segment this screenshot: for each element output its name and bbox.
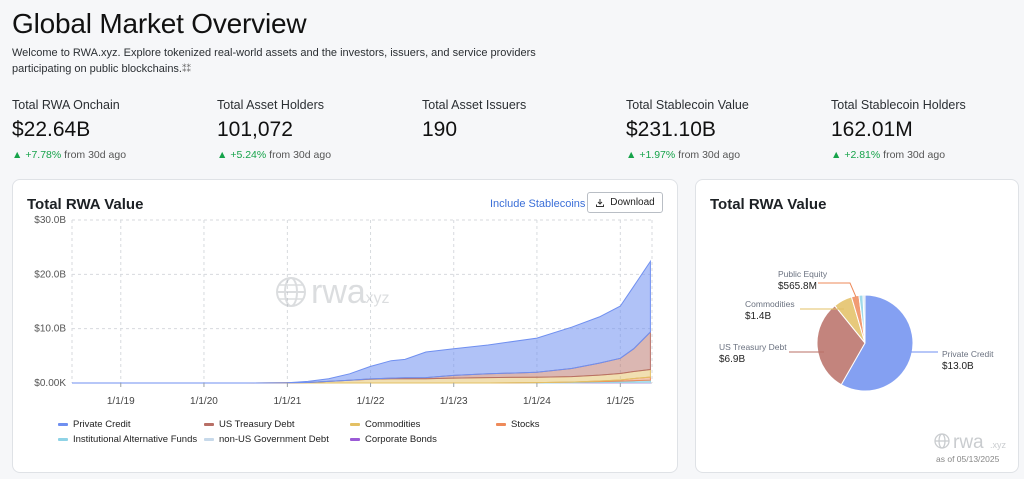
stat-total-stablecoin-value: Total Stablecoin Value $231.10B ▲ +1.97%… (626, 98, 816, 161)
stat-change: ▲ +1.97% from 30d ago (626, 149, 816, 161)
legend-item[interactable]: non-US Government Debt (204, 433, 350, 446)
download-icon (596, 198, 605, 207)
download-button[interactable]: Download (587, 192, 663, 213)
legend-swatch (204, 423, 214, 426)
stat-total-asset-holders: Total Asset Holders 101,072 ▲ +5.24% fro… (217, 98, 407, 161)
legend-item[interactable]: Private Credit (58, 418, 204, 431)
legend-label: Private Credit (73, 419, 131, 430)
stat-value: $231.10B (626, 118, 716, 141)
up-arrow-icon: ▲ (12, 149, 23, 161)
legend-item[interactable]: US Treasury Debt (204, 418, 350, 431)
stat-label: Total Asset Issuers (422, 98, 527, 112)
download-label: Download (610, 197, 655, 208)
stat-label: Total Stablecoin Holders (831, 98, 966, 112)
up-arrow-icon: ▲ (626, 149, 637, 161)
intro-text: Welcome to RWA.xyz. Explore tokenized re… (12, 45, 572, 77)
stat-label: Total Asset Holders (217, 98, 324, 112)
stat-value: 190 (422, 118, 458, 141)
up-arrow-icon: ▲ (217, 149, 228, 161)
stat-change-percent: +7.78% (25, 149, 62, 161)
legend-item[interactable]: Corporate Bonds (350, 433, 496, 446)
legend-swatch (58, 438, 68, 441)
stat-value: 101,072 (217, 118, 293, 141)
stat-change-suffix: from 30d ago (269, 149, 332, 161)
stat-change: ▲ +2.81% from 30d ago (831, 149, 1021, 161)
stat-change-percent: +2.81% (844, 149, 881, 161)
stat-change-suffix: from 30d ago (678, 149, 741, 161)
translate-icon[interactable]: ⁑⁑ (182, 64, 191, 74)
legend-label: Corporate Bonds (365, 434, 437, 445)
legend-label: Commodities (365, 419, 421, 430)
legend-swatch (204, 438, 214, 441)
area-card-title: Total RWA Value (27, 196, 144, 213)
stat-change-suffix: from 30d ago (883, 149, 946, 161)
stat-change-suffix: from 30d ago (64, 149, 127, 161)
stat-change: ▲ +7.78% from 30d ago (12, 149, 202, 161)
legend-item[interactable]: Commodities (350, 418, 496, 431)
legend-label: Stocks (511, 419, 540, 430)
intro-text-body: Welcome to RWA.xyz. Explore tokenized re… (12, 47, 536, 75)
legend-swatch (350, 438, 360, 441)
page-title: Global Market Overview (12, 8, 307, 39)
legend-swatch (58, 423, 68, 426)
pie-card-title: Total RWA Value (710, 196, 827, 213)
stat-value: $22.64B (12, 118, 91, 141)
legend-label: US Treasury Debt (219, 419, 295, 430)
stat-total-rwa-onchain: Total RWA Onchain $22.64B ▲ +7.78% from … (12, 98, 202, 161)
legend-label: Institutional Alternative Funds (73, 434, 198, 445)
legend-swatch (350, 423, 360, 426)
legend-item[interactable]: Institutional Alternative Funds (58, 433, 204, 446)
stat-change: ▲ +5.24% from 30d ago (217, 149, 407, 161)
stat-change-percent: +5.24% (230, 149, 267, 161)
stat-label: Total Stablecoin Value (626, 98, 749, 112)
stat-total-asset-issuers: Total Asset Issuers 190 (422, 98, 612, 142)
area-chart-legend: Private Credit US Treasury Debt Commodit… (58, 418, 540, 446)
rwa-value-pie-card: Total RWA Value (695, 179, 1019, 473)
include-stablecoins-toggle[interactable]: Include Stablecoins (490, 198, 586, 210)
stat-total-stablecoin-holders: Total Stablecoin Holders 162.01M ▲ +2.81… (831, 98, 1021, 161)
stat-change-percent: +1.97% (639, 149, 676, 161)
legend-swatch (496, 423, 506, 426)
legend-item[interactable]: Stocks (496, 418, 616, 431)
as-of-date: as of 05/13/2025 (936, 454, 1000, 464)
stat-label: Total RWA Onchain (12, 98, 120, 112)
legend-label: non-US Government Debt (219, 434, 329, 445)
up-arrow-icon: ▲ (831, 149, 842, 161)
stat-value: 162.01M (831, 118, 913, 141)
